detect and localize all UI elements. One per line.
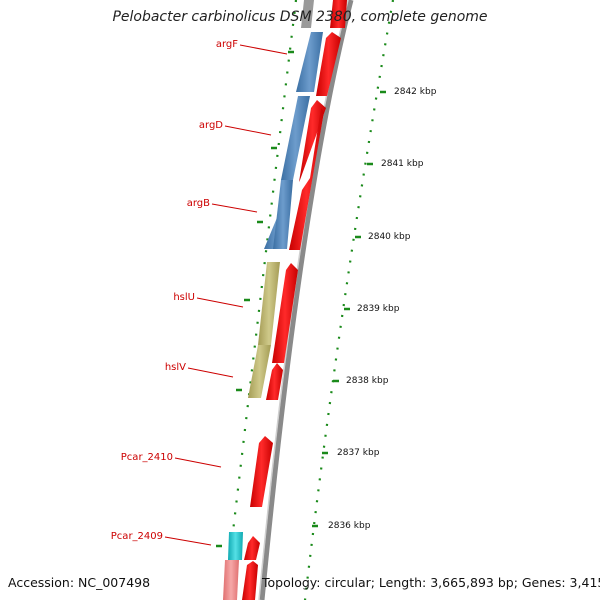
gene-label-hslV[interactable]: hslV <box>164 362 186 373</box>
gene-argF <box>296 32 323 92</box>
genome-title: Pelobacter carbinolicus DSM 2380, comple… <box>112 9 488 25</box>
gene-Pcar_2410 <box>250 436 273 507</box>
inner-track <box>223 0 298 600</box>
gene-hslU <box>258 262 280 345</box>
gene-fragment-red-top <box>330 0 347 28</box>
gene-argD-ext <box>273 180 293 249</box>
gene-forward-3 <box>289 108 324 250</box>
inner-track-marks <box>216 50 294 548</box>
gene-forward-1 <box>316 32 341 96</box>
scale-label-2837: 2837 kbp <box>337 448 380 458</box>
scale-label-2838: 2838 kbp <box>346 376 389 386</box>
gene-argD <box>281 96 310 180</box>
leader-hslV <box>187 367 234 378</box>
leader-argF <box>239 44 288 55</box>
gene-Pcar_2409 <box>228 532 243 560</box>
gene-label-hslU[interactable]: hslU <box>173 292 195 303</box>
gene-forward-7 <box>244 536 260 560</box>
gene-label-leaders <box>164 44 288 546</box>
gene-pink-bottom <box>223 560 239 600</box>
scale-label-2841: 2841 kbp <box>381 159 424 169</box>
gene-label-Pcar_2410[interactable]: Pcar_2410 <box>120 452 173 463</box>
leader-Pcar_2410 <box>174 457 222 468</box>
gene-forward-8 <box>242 561 258 600</box>
gene-forward-5 <box>266 363 283 400</box>
gene-label-argB[interactable]: argB <box>186 198 210 209</box>
leader-Pcar_2409 <box>164 536 212 546</box>
scale-label-2840: 2840 kbp <box>368 232 411 242</box>
gene-hslV <box>248 345 271 398</box>
topology-text: Topology: circular; Length: 3,665,893 bp… <box>262 575 600 590</box>
gene-label-argF[interactable]: argF <box>215 39 238 50</box>
leader-argD <box>224 125 272 136</box>
scale-label-2839: 2839 kbp <box>357 304 400 314</box>
gene-label-argD[interactable]: argD <box>198 120 223 131</box>
leader-hslU <box>196 297 244 308</box>
scale-label-2842: 2842 kbp <box>394 87 437 97</box>
gene-label-Pcar_2409[interactable]: Pcar_2409 <box>110 531 163 542</box>
scale-ticks <box>312 90 386 528</box>
genome-backbone <box>259 0 354 600</box>
accession-text: Accession: NC_007498 <box>8 575 151 590</box>
leader-argB <box>211 203 258 213</box>
gene-fragment-grey <box>301 0 314 28</box>
gene-forward-4 <box>272 263 298 363</box>
scale-label-2836: 2836 kbp <box>328 521 371 531</box>
